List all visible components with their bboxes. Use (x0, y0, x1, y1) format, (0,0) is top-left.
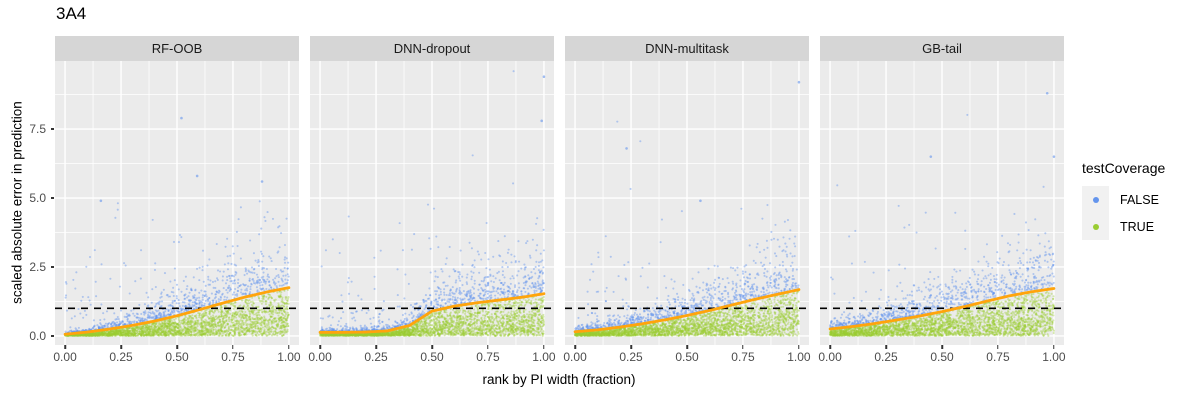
legend-items: FALSE TRUE (1082, 186, 1165, 240)
x-tick-label: 0.25 (364, 350, 388, 364)
x-tick-label: 0.75 (221, 350, 245, 364)
chart-title: 3A4 (56, 4, 87, 23)
legend: testCoverage FALSE TRUE (1082, 160, 1165, 240)
x-tick-label: 0.00 (308, 350, 332, 364)
x-tick-mark (120, 345, 122, 349)
facet-plot-area (565, 61, 809, 345)
x-tick-label: 0.50 (930, 350, 954, 364)
x-tick-mark (431, 345, 433, 349)
x-tick-label: 1.00 (787, 350, 811, 364)
x-tick-label: 0.75 (731, 350, 755, 364)
legend-point-icon (1092, 223, 1099, 230)
x-tick-mark (885, 345, 887, 349)
x-tick-mark (630, 345, 632, 349)
legend-item-true: TRUE (1082, 213, 1165, 240)
y-tick-mark (50, 128, 54, 130)
x-tick-mark (798, 345, 800, 349)
x-tick-mark (487, 345, 489, 349)
y-tick-label: 0.0 (29, 328, 46, 343)
x-tick-mark (288, 345, 290, 349)
x-axis-ticks: 0.00 0.25 0.50 0.75 1.00 (53, 345, 301, 375)
facet-strip-label: DNN-dropout (310, 36, 554, 61)
x-tick-mark (375, 345, 377, 349)
legend-title: testCoverage (1082, 160, 1166, 176)
x-tick-mark (686, 345, 688, 349)
x-tick-label: 1.00 (532, 350, 556, 364)
facet-dnn-multitask: DNN-multitask 0.00 0.25 0.50 0.75 1.00 (563, 36, 811, 376)
facet-rf-oob: RF-OOB 0.00 0.25 0.50 0.75 1.00 (53, 36, 301, 376)
x-tick-mark (232, 345, 234, 349)
y-tick-mark (50, 197, 54, 199)
x-tick-mark (829, 345, 831, 349)
x-axis-title: rank by PI width (fraction) (482, 372, 636, 387)
x-tick-label: 0.25 (109, 350, 133, 364)
x-axis-ticks: 0.00 0.25 0.50 0.75 1.00 (563, 345, 811, 375)
x-tick-label: 0.50 (165, 350, 189, 364)
facet-plot-area (55, 61, 299, 345)
legend-point-icon (1092, 196, 1099, 203)
y-axis: 0.0 2.5 5.0 7.5 (0, 61, 55, 345)
x-axis-ticks: 0.00 0.25 0.50 0.75 1.00 (308, 345, 556, 375)
x-tick-label: 0.50 (420, 350, 444, 364)
legend-item-label: TRUE (1120, 219, 1155, 234)
x-tick-mark (64, 345, 66, 349)
x-tick-label: 0.00 (53, 350, 77, 364)
y-tick-mark (50, 266, 54, 268)
facet-strip-label: RF-OOB (55, 36, 299, 61)
x-tick-label: 0.00 (818, 350, 842, 364)
x-tick-mark (742, 345, 744, 349)
facet-plot-area (310, 61, 554, 345)
x-tick-label: 0.25 (619, 350, 643, 364)
facet-strip-label: DNN-multitask (565, 36, 809, 61)
facet-dnn-dropout: DNN-dropout 0.00 0.25 0.50 0.75 1.00 (308, 36, 556, 376)
x-tick-label: 1.00 (277, 350, 301, 364)
x-tick-label: 0.75 (986, 350, 1010, 364)
x-axis-ticks: 0.00 0.25 0.50 0.75 1.00 (818, 345, 1066, 375)
legend-key (1082, 213, 1109, 240)
x-tick-mark (997, 345, 999, 349)
x-tick-mark (941, 345, 943, 349)
y-tick-label: 5.0 (29, 191, 46, 206)
facet-plot-area (820, 61, 1064, 345)
facet-gb-tail: GB-tail 0.00 0.25 0.50 0.75 1.00 (818, 36, 1066, 376)
legend-item-false: FALSE (1082, 186, 1165, 213)
y-tick-label: 7.5 (29, 122, 46, 137)
x-tick-label: 0.75 (476, 350, 500, 364)
x-tick-label: 1.00 (1042, 350, 1066, 364)
x-tick-mark (319, 345, 321, 349)
x-tick-mark (1053, 345, 1055, 349)
x-tick-mark (543, 345, 545, 349)
x-tick-mark (574, 345, 576, 349)
legend-key (1082, 186, 1109, 213)
x-tick-mark (176, 345, 178, 349)
facet-panels: RF-OOB 0.00 0.25 0.50 0.75 1.00 DNN-dropout 0.0… (53, 36, 1066, 376)
y-tick-mark (50, 335, 54, 337)
facet-strip-label: GB-tail (820, 36, 1064, 61)
legend-item-label: FALSE (1120, 192, 1159, 207)
y-tick-label: 2.5 (29, 259, 46, 274)
x-tick-label: 0.00 (563, 350, 587, 364)
x-tick-label: 0.25 (874, 350, 898, 364)
x-tick-label: 0.50 (675, 350, 699, 364)
